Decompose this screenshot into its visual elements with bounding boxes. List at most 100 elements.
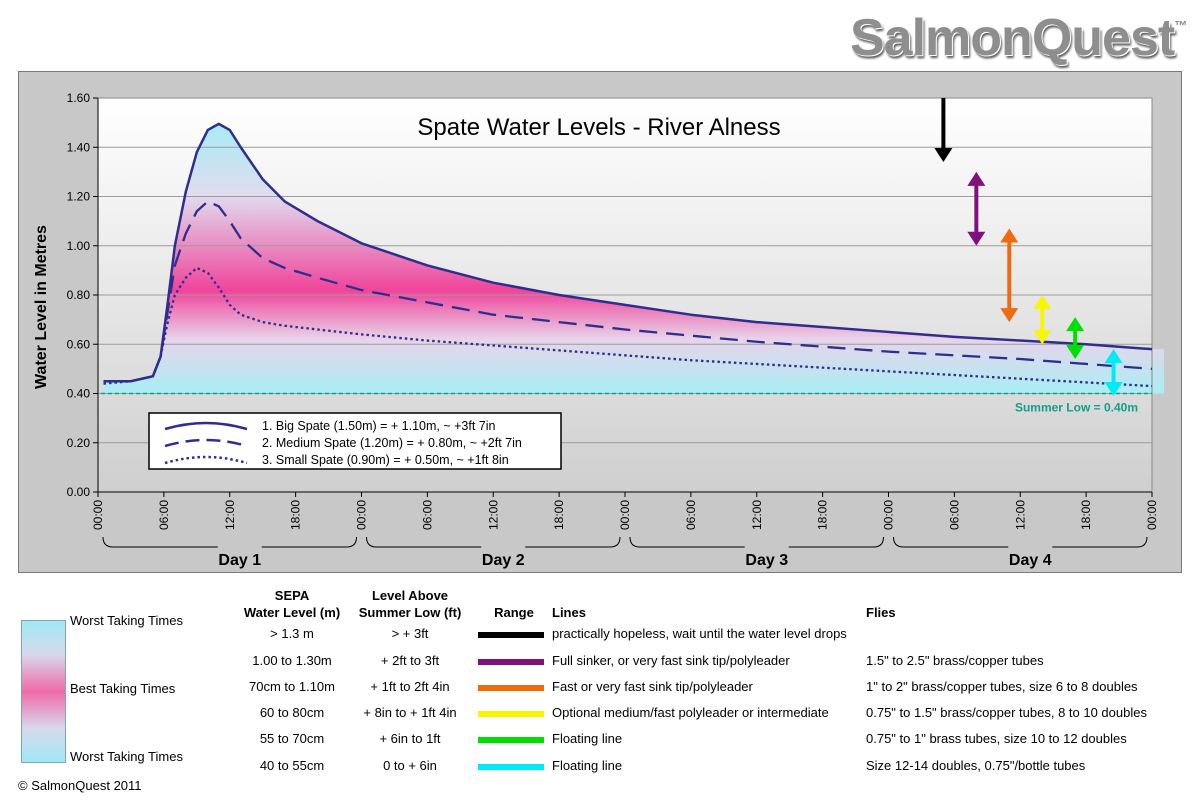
lines-cell: Floating line (552, 758, 623, 773)
range-arrow-head (1104, 349, 1123, 364)
gradient-label-bottom: Worst Taking Times (70, 749, 183, 764)
gradient-label-top: Worst Taking Times (70, 613, 183, 628)
lines-cell: Floating line (552, 731, 623, 746)
y-tick-label: 0.20 (67, 436, 91, 450)
flies-cell: Size 12-14 doubles, 0.75"/bottle tubes (866, 758, 1086, 773)
x-tick-label: 06:00 (157, 500, 171, 530)
flies-cell: 0.75" to 1.5" brass/copper tubes, 8 to 1… (866, 705, 1147, 720)
range-arrow-head (1066, 345, 1085, 360)
day-brace (893, 536, 1148, 548)
y-axis-label: Water Level in Metres (33, 225, 50, 389)
range-arrow-head (1104, 381, 1123, 396)
range-arrow (934, 98, 953, 163)
sepa-level-cell: 60 to 80cm (259, 705, 325, 720)
x-tick-label: 06:00 (420, 500, 434, 530)
x-tick-label: 00:00 (618, 500, 632, 530)
brand-logo: SalmonQuest™ (850, 8, 1187, 68)
chart-title: Spate Water Levels - River Alness (417, 114, 780, 141)
y-tick-label: 1.00 (67, 239, 91, 253)
y-tick-label: 1.20 (67, 190, 91, 204)
level-above-cell: 0 to + 6in (383, 758, 437, 773)
x-tick-label: 00:00 (355, 500, 369, 530)
lines-cell: Optional medium/fast polyleader or inter… (552, 705, 829, 720)
header-flies: Flies (866, 605, 896, 620)
range-arrow-head (1033, 330, 1052, 345)
level-above-cell: > + 3ft (391, 626, 429, 641)
lines-cell: Full sinker, or very fast sink tip/polyl… (552, 653, 790, 668)
range-swatch (478, 764, 544, 770)
flies-cell: 0.75" to 1" brass tubes, size 10 to 12 d… (866, 731, 1127, 746)
range-arrow-head (934, 148, 953, 163)
day-brace (629, 536, 884, 548)
gradient-label-middle: Best Taking Times (70, 681, 176, 696)
legend-entry-2: 2. Medium Spate (1.20m) = + 0.80m, ~ +2f… (262, 436, 522, 450)
day-label: Day 1 (218, 552, 261, 569)
chart-panel: 0.00 0.20 0.40 0.60 0.80 1.00 1.20 1.40 1.60 00:0… (18, 71, 1182, 573)
range-arrow (1033, 295, 1052, 345)
copyright-notice: © SalmonQuest 2011 (18, 778, 142, 793)
sepa-level-cell: 1.00 to 1.30m (252, 653, 332, 668)
lines-cell: Fast or very fast sink tip/polyleader (552, 679, 753, 694)
level-above-cell: + 2ft to 3ft (380, 653, 440, 668)
range-swatch (478, 685, 544, 691)
range-swatch (478, 737, 544, 743)
range-arrow (967, 171, 986, 246)
range-arrow-head (1000, 308, 1019, 323)
day-label: Day 4 (1009, 552, 1052, 569)
day-brace (102, 536, 357, 548)
flies-cell: 1.5" to 2.5" brass/copper tubes (866, 653, 1044, 668)
day-label: Day 2 (482, 552, 525, 569)
x-tick-label: 00:00 (1145, 500, 1159, 530)
series-line-3 (103, 266, 1153, 388)
lines-cell: practically hopeless, wait until the wat… (552, 626, 847, 641)
flies-cell: 1" to 2" brass/copper tubes, size 6 to 8… (866, 679, 1138, 694)
range-arrow-head (967, 231, 986, 246)
trademark-mark: ™ (1174, 18, 1187, 33)
spate-chart: 0.00 0.20 0.40 0.60 0.80 1.00 1.20 1.40 1.60 00:0… (33, 91, 1164, 569)
series-line-1 (103, 122, 1153, 383)
range-arrow-head (967, 171, 986, 186)
y-tick-label: 0.00 (67, 485, 91, 499)
x-tick-label: 18:00 (289, 500, 303, 530)
range-swatch (478, 711, 544, 717)
x-tick-label: 12:00 (1013, 500, 1027, 530)
sepa-level-cell: 55 to 70cm (259, 731, 325, 746)
range-arrow (1000, 228, 1019, 323)
summer-low-label: Summer Low = 0.40m (1015, 401, 1138, 415)
range-arrow (1104, 349, 1123, 396)
x-tick-label: 00:00 (882, 500, 896, 530)
y-tick-label: 0.60 (67, 337, 91, 351)
x-tick-label: 18:00 (1079, 500, 1093, 530)
legend-entry-1: 1. Big Spate (1.50m) = + 1.10m, ~ +3ft 7… (262, 419, 496, 433)
sepa-level-cell: > 1.3 m (270, 626, 314, 641)
y-tick-label: 1.40 (67, 140, 91, 154)
legend-entry-3: 3. Small Spate (0.90m) = + 0.50m, ~ +1ft… (262, 453, 509, 467)
x-tick-label: 18:00 (816, 500, 830, 530)
legend-swatch-1 (164, 421, 248, 431)
level-above-cell: + 6in to 1ft (379, 731, 441, 746)
taking-times-key: Worst Taking Times Best Taking Times Wor… (0, 575, 1200, 800)
brand-name: SalmonQuest (850, 9, 1175, 67)
day-label: Day 3 (745, 552, 788, 569)
level-above-cell: + 8in to + 1ft 4in (363, 705, 457, 720)
range-arrow (1066, 317, 1085, 360)
taking-times-gradient (21, 620, 66, 763)
level-above-cell: + 1ft to 2ft 4in (370, 679, 450, 694)
sepa-level-cell: 40 to 55cm (259, 758, 325, 773)
range-arrow-head (1000, 228, 1019, 243)
y-tick-label: 0.40 (67, 387, 91, 401)
x-tick-label: 18:00 (552, 500, 566, 530)
day-brace (366, 536, 621, 548)
spate-fill-area (103, 123, 1164, 394)
range-arrow-head (1033, 295, 1052, 309)
range-swatch (478, 659, 544, 665)
sepa-level-cell: 70cm to 1.10m (249, 679, 335, 694)
range-arrow-head (1066, 317, 1085, 332)
x-tick-label: 06:00 (947, 500, 961, 530)
x-tick-label: 06:00 (684, 500, 698, 530)
range-swatch (478, 632, 544, 638)
x-tick-label: 00:00 (91, 500, 105, 530)
series-line-2 (103, 200, 1153, 383)
x-tick-label: 12:00 (223, 500, 237, 530)
header-level-above: Level Above Summer Low (ft) (358, 588, 462, 620)
